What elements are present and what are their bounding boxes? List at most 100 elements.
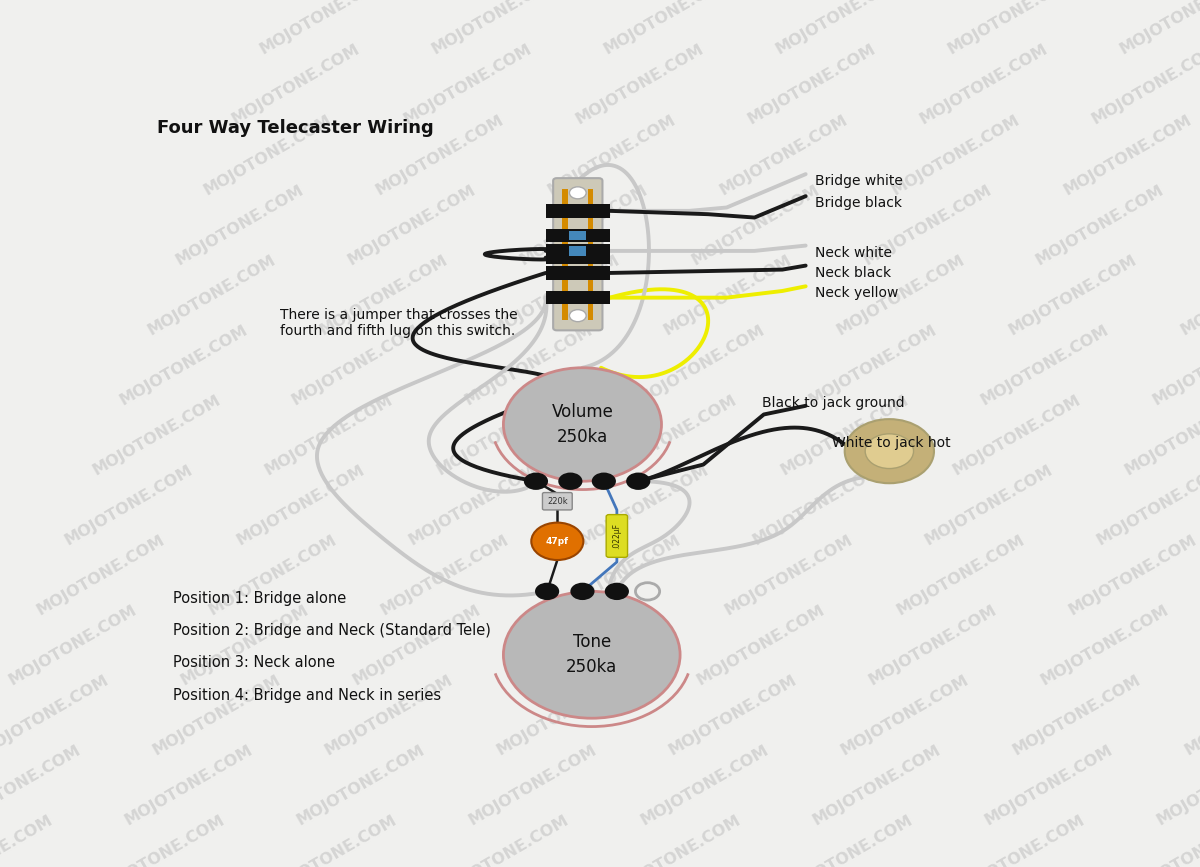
Text: MOJOTONE.COM: MOJOTONE.COM — [430, 0, 563, 57]
Text: MOJOTONE.COM: MOJOTONE.COM — [601, 0, 734, 57]
Text: Neck white: Neck white — [815, 245, 892, 259]
Text: MOJOTONE.COM: MOJOTONE.COM — [378, 532, 511, 618]
Text: MOJOTONE.COM: MOJOTONE.COM — [95, 812, 228, 867]
Text: MOJOTONE.COM: MOJOTONE.COM — [661, 252, 794, 337]
Text: MOJOTONE.COM: MOJOTONE.COM — [494, 673, 628, 759]
Text: MOJOTONE.COM: MOJOTONE.COM — [433, 392, 568, 478]
Text: MOJOTONE.COM: MOJOTONE.COM — [722, 532, 856, 618]
Text: MOJOTONE.COM: MOJOTONE.COM — [1006, 252, 1139, 337]
Text: MOJOTONE.COM: MOJOTONE.COM — [574, 42, 707, 127]
Text: MOJOTONE.COM: MOJOTONE.COM — [122, 743, 256, 828]
Text: MOJOTONE.COM: MOJOTONE.COM — [229, 42, 362, 127]
Text: MOJOTONE.COM: MOJOTONE.COM — [118, 323, 251, 407]
Text: MOJOTONE.COM: MOJOTONE.COM — [578, 462, 712, 548]
Text: MOJOTONE.COM: MOJOTONE.COM — [266, 812, 400, 867]
Text: 220k: 220k — [547, 497, 568, 505]
Text: MOJOTONE.COM: MOJOTONE.COM — [1117, 0, 1200, 57]
Text: MOJOTONE.COM: MOJOTONE.COM — [350, 603, 484, 688]
Text: MOJOTONE.COM: MOJOTONE.COM — [1150, 323, 1200, 407]
Text: MOJOTONE.COM: MOJOTONE.COM — [718, 112, 851, 198]
Text: MOJOTONE.COM: MOJOTONE.COM — [34, 532, 167, 618]
Text: MOJOTONE.COM: MOJOTONE.COM — [1066, 532, 1200, 618]
Text: MOJOTONE.COM: MOJOTONE.COM — [917, 42, 1051, 127]
FancyBboxPatch shape — [542, 492, 572, 510]
Text: MOJOTONE.COM: MOJOTONE.COM — [550, 532, 683, 618]
Circle shape — [570, 310, 586, 322]
Bar — [546, 244, 610, 257]
Circle shape — [605, 583, 629, 600]
FancyBboxPatch shape — [553, 178, 602, 330]
Text: MOJOTONE.COM: MOJOTONE.COM — [517, 182, 650, 268]
Text: MOJOTONE.COM: MOJOTONE.COM — [1094, 462, 1200, 548]
Text: Position 1: Bridge alone: Position 1: Bridge alone — [173, 591, 347, 606]
Text: MOJOTONE.COM: MOJOTONE.COM — [1010, 673, 1144, 759]
Text: Neck yellow: Neck yellow — [815, 286, 899, 300]
Circle shape — [524, 473, 548, 490]
Text: Position 3: Neck alone: Position 3: Neck alone — [173, 655, 335, 670]
Text: MOJOTONE.COM: MOJOTONE.COM — [6, 603, 139, 688]
Text: MOJOTONE.COM: MOJOTONE.COM — [0, 812, 55, 867]
Bar — [546, 291, 610, 304]
Text: MOJOTONE.COM: MOJOTONE.COM — [606, 392, 739, 478]
Text: MOJOTONE.COM: MOJOTONE.COM — [983, 743, 1116, 828]
Text: MOJOTONE.COM: MOJOTONE.COM — [438, 812, 571, 867]
Text: MOJOTONE.COM: MOJOTONE.COM — [689, 182, 823, 268]
Text: MOJOTONE.COM: MOJOTONE.COM — [178, 603, 311, 688]
Text: Bridge white: Bridge white — [815, 174, 902, 188]
Text: MOJOTONE.COM: MOJOTONE.COM — [1182, 673, 1200, 759]
Text: MOJOTONE.COM: MOJOTONE.COM — [1122, 392, 1200, 478]
Bar — [570, 246, 586, 256]
Text: There is a jumper that crosses the
fourth and fifth lug on this switch.: There is a jumper that crosses the fourt… — [281, 308, 518, 338]
Text: MOJOTONE.COM: MOJOTONE.COM — [954, 812, 1088, 867]
Text: MOJOTONE.COM: MOJOTONE.COM — [90, 392, 223, 478]
Text: MOJOTONE.COM: MOJOTONE.COM — [1154, 743, 1200, 828]
Text: MOJOTONE.COM: MOJOTONE.COM — [466, 743, 600, 828]
Text: MOJOTONE.COM: MOJOTONE.COM — [545, 112, 679, 198]
Text: MOJOTONE.COM: MOJOTONE.COM — [611, 812, 744, 867]
Text: MOJOTONE.COM: MOJOTONE.COM — [522, 603, 655, 688]
Bar — [546, 266, 610, 280]
Circle shape — [592, 473, 616, 490]
Text: MOJOTONE.COM: MOJOTONE.COM — [634, 323, 767, 407]
Text: Volume
250ka: Volume 250ka — [552, 403, 613, 446]
Text: MOJOTONE.COM: MOJOTONE.COM — [145, 252, 278, 337]
Text: MOJOTONE.COM: MOJOTONE.COM — [750, 462, 883, 548]
Text: .022µF: .022µF — [612, 523, 622, 549]
Text: MOJOTONE.COM: MOJOTONE.COM — [1127, 812, 1200, 867]
Circle shape — [845, 419, 934, 483]
FancyBboxPatch shape — [606, 515, 628, 557]
Text: MOJOTONE.COM: MOJOTONE.COM — [257, 0, 390, 57]
Circle shape — [865, 434, 913, 468]
Text: MOJOTONE.COM: MOJOTONE.COM — [262, 392, 395, 478]
Text: White to jack hot: White to jack hot — [832, 436, 950, 450]
Text: MOJOTONE.COM: MOJOTONE.COM — [889, 112, 1022, 198]
Text: MOJOTONE.COM: MOJOTONE.COM — [202, 112, 335, 198]
Circle shape — [626, 473, 650, 490]
Bar — [588, 189, 593, 320]
Text: MOJOTONE.COM: MOJOTONE.COM — [401, 42, 534, 127]
Text: Position 4: Bridge and Neck in series: Position 4: Bridge and Neck in series — [173, 688, 442, 702]
Text: MOJOTONE.COM: MOJOTONE.COM — [778, 392, 911, 478]
Bar — [546, 251, 610, 264]
Text: MOJOTONE.COM: MOJOTONE.COM — [782, 812, 916, 867]
Text: MOJOTONE.COM: MOJOTONE.COM — [490, 252, 623, 337]
Circle shape — [532, 523, 583, 560]
Circle shape — [535, 583, 559, 600]
Text: Bridge black: Bridge black — [815, 196, 902, 210]
Text: MOJOTONE.COM: MOJOTONE.COM — [922, 462, 1055, 548]
Text: MOJOTONE.COM: MOJOTONE.COM — [839, 673, 972, 759]
Text: MOJOTONE.COM: MOJOTONE.COM — [978, 323, 1111, 407]
Text: Position 2: Bridge and Neck (Standard Tele): Position 2: Bridge and Neck (Standard Te… — [173, 623, 491, 638]
Text: MOJOTONE.COM: MOJOTONE.COM — [1090, 42, 1200, 127]
Text: MOJOTONE.COM: MOJOTONE.COM — [346, 182, 479, 268]
Text: Four Way Telecaster Wiring: Four Way Telecaster Wiring — [157, 119, 434, 137]
Text: MOJOTONE.COM: MOJOTONE.COM — [234, 462, 367, 548]
Text: MOJOTONE.COM: MOJOTONE.COM — [946, 0, 1079, 57]
Text: MOJOTONE.COM: MOJOTONE.COM — [206, 532, 340, 618]
Text: MOJOTONE.COM: MOJOTONE.COM — [317, 252, 451, 337]
Text: MOJOTONE.COM: MOJOTONE.COM — [950, 392, 1084, 478]
Text: MOJOTONE.COM: MOJOTONE.COM — [745, 42, 878, 127]
Text: MOJOTONE.COM: MOJOTONE.COM — [150, 673, 283, 759]
Text: 47pf: 47pf — [546, 537, 569, 546]
Text: MOJOTONE.COM: MOJOTONE.COM — [0, 673, 112, 759]
